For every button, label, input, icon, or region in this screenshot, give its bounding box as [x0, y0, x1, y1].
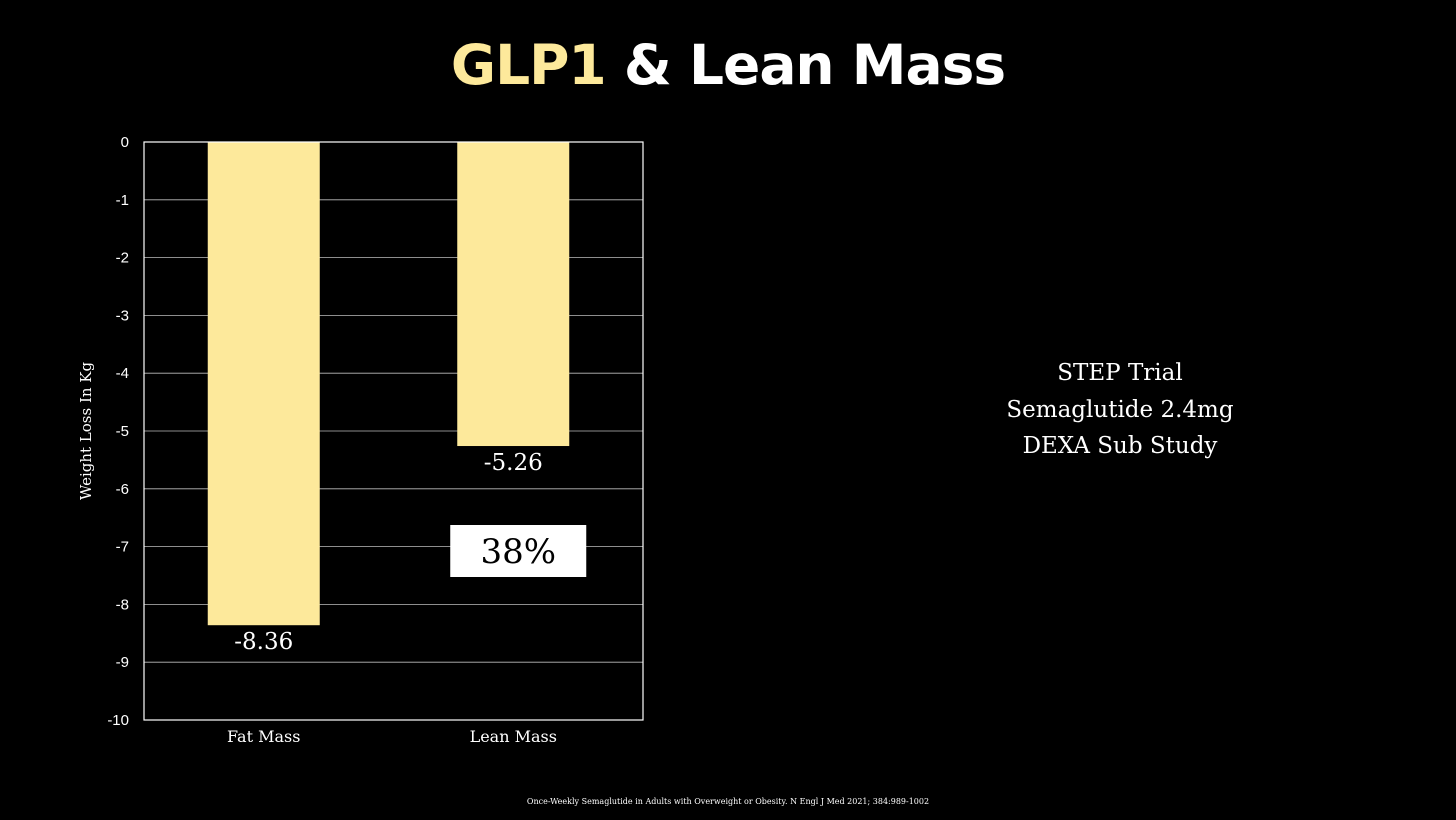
- y-tick-labels: 0 -1 -2 -3 -4 -5 -6 -7 -8 -9 -10: [107, 134, 129, 729]
- title-rest: & Lean Mass: [623, 33, 1006, 97]
- y-tick-label: -8: [116, 596, 129, 613]
- callout-text: 38%: [480, 532, 556, 572]
- trial-info: STEP Trial Semaglutide 2.4mg DEXA Sub St…: [960, 355, 1280, 465]
- x-tick-labels: Fat Mass Lean Mass: [227, 727, 557, 746]
- drug-dose: Semaglutide 2.4mg: [1006, 396, 1234, 423]
- x-tick-label: Fat Mass: [227, 727, 300, 746]
- data-label: -8.36: [234, 629, 293, 655]
- trial-name: STEP Trial: [1057, 360, 1183, 386]
- y-tick-label: -3: [116, 307, 129, 324]
- bars: [207, 142, 570, 626]
- data-label: -5.26: [484, 450, 543, 476]
- y-tick-label: -10: [107, 712, 129, 729]
- y-tick-label: -7: [116, 539, 129, 556]
- data-labels: -8.36 -5.26: [234, 450, 542, 655]
- plot-frame: [143, 141, 644, 721]
- citation: Once-Weekly Semaglutide in Adults with O…: [526, 797, 930, 806]
- percentage-callout: 38%: [450, 525, 587, 577]
- y-tick-label: -9: [116, 654, 129, 671]
- bar: [207, 142, 320, 626]
- y-tick-label: -4: [116, 365, 129, 382]
- sub-study: DEXA Sub Study: [1022, 433, 1218, 459]
- y-axis-label: Weight Loss In Kg: [77, 361, 95, 500]
- y-tick-label: -2: [116, 250, 129, 267]
- y-tick-label: -1: [116, 192, 129, 209]
- bar: [457, 142, 570, 447]
- y-tick-label: 0: [121, 134, 129, 151]
- callout-box: [450, 525, 587, 577]
- slide-title: GLP1 & Lean Mass: [0, 30, 1456, 100]
- title-accent: GLP1: [450, 33, 607, 97]
- y-tick-label: -5: [116, 423, 129, 440]
- y-tick-label: -6: [116, 481, 129, 498]
- x-tick-label: Lean Mass: [470, 727, 557, 746]
